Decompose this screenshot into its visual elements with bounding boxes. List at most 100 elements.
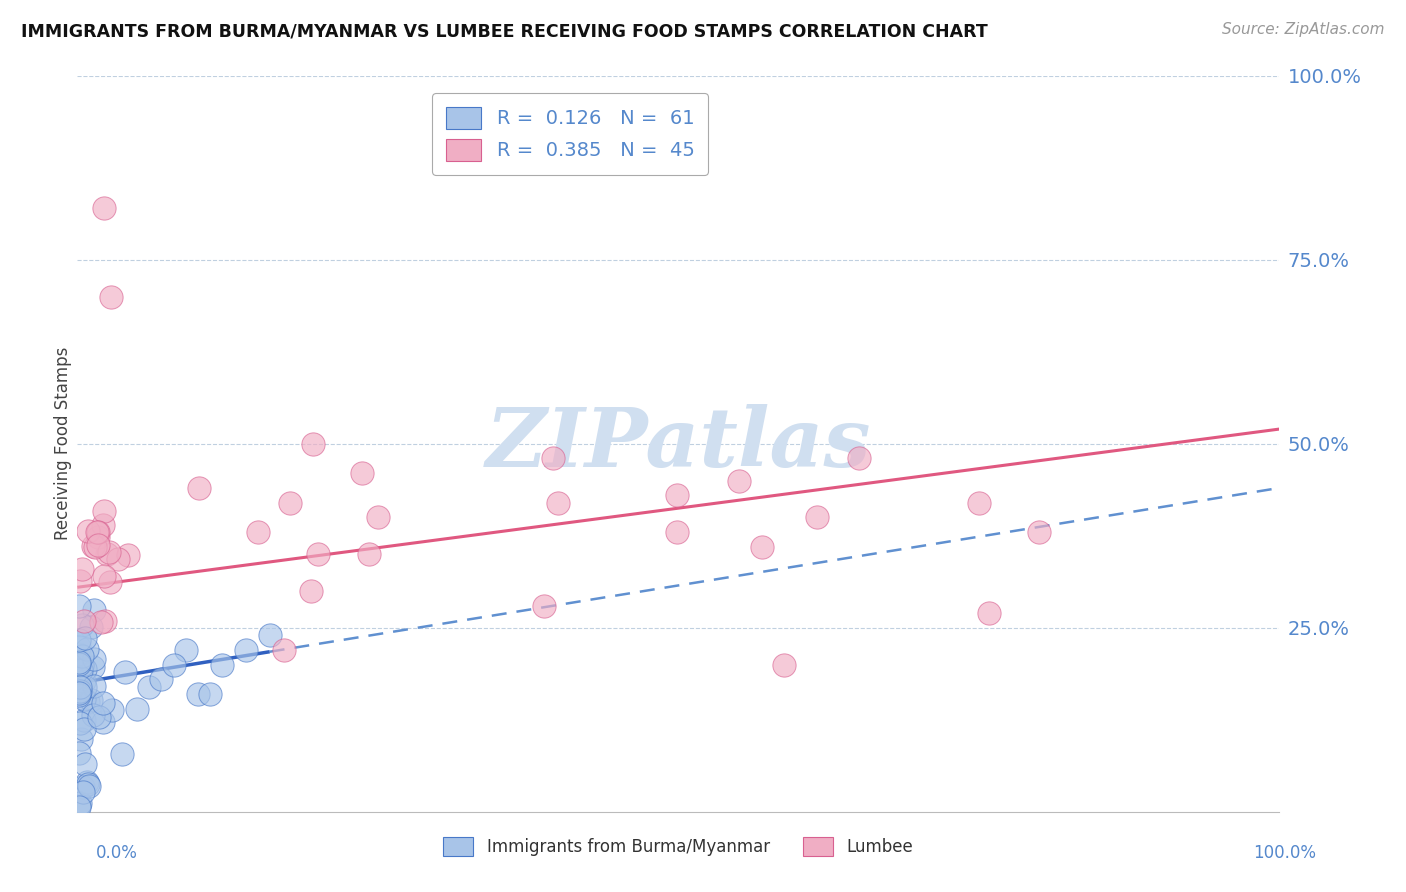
Point	[77, 779, 100, 793]
Text: 0.0%: 0.0%	[96, 844, 138, 862]
Point	[67, 689, 90, 703]
Point	[93, 569, 115, 583]
Point	[350, 466, 373, 480]
Point	[67, 599, 90, 613]
Point	[67, 684, 90, 698]
Point	[72, 648, 94, 663]
Point	[87, 538, 110, 552]
Point	[211, 657, 233, 672]
Point	[73, 692, 96, 706]
Point	[186, 687, 209, 701]
Point	[80, 620, 103, 634]
Point	[69, 732, 91, 747]
Point	[773, 657, 796, 672]
Point	[666, 524, 689, 539]
Point	[83, 540, 105, 554]
Point	[83, 651, 105, 665]
Point	[69, 715, 91, 730]
Point	[82, 708, 104, 723]
Point	[541, 451, 564, 466]
Point	[967, 496, 990, 510]
Point	[72, 722, 94, 736]
Point	[162, 657, 184, 672]
Point	[72, 785, 94, 799]
Point	[114, 665, 136, 679]
Point	[367, 510, 389, 524]
Point	[94, 615, 117, 629]
Point	[75, 662, 97, 676]
Point	[150, 673, 173, 687]
Point	[83, 603, 105, 617]
Point	[307, 547, 329, 561]
Point	[848, 451, 870, 466]
Text: ZIPatlas: ZIPatlas	[485, 404, 872, 483]
Point	[69, 684, 91, 698]
Point	[273, 642, 295, 657]
Point	[77, 777, 100, 791]
Point	[174, 642, 197, 657]
Point	[89, 710, 111, 724]
Text: IMMIGRANTS FROM BURMA/MYANMAR VS LUMBEE RECEIVING FOOD STAMPS CORRELATION CHART: IMMIGRANTS FROM BURMA/MYANMAR VS LUMBEE …	[21, 22, 988, 40]
Point	[69, 681, 91, 695]
Point	[70, 562, 93, 576]
Point	[77, 695, 100, 709]
Legend: Immigrants from Burma/Myanmar, Lumbee: Immigrants from Burma/Myanmar, Lumbee	[433, 827, 924, 866]
Point	[75, 680, 97, 694]
Point	[73, 674, 96, 689]
Point	[67, 686, 90, 700]
Point	[93, 202, 115, 216]
Point	[72, 614, 94, 628]
Point	[76, 775, 98, 789]
Point	[259, 628, 281, 642]
Point	[91, 715, 114, 730]
Point	[69, 685, 91, 699]
Point	[72, 780, 94, 795]
Point	[302, 436, 325, 450]
Point	[90, 615, 112, 629]
Point	[69, 800, 91, 814]
Point	[69, 574, 91, 589]
Point	[806, 510, 828, 524]
Point	[299, 584, 322, 599]
Point	[83, 679, 105, 693]
Point	[1028, 524, 1050, 539]
Point	[188, 481, 211, 495]
Point	[87, 530, 110, 544]
Point	[246, 524, 269, 539]
Point	[70, 617, 93, 632]
Point	[79, 693, 101, 707]
Point	[359, 547, 381, 561]
Point	[107, 552, 129, 566]
Point	[91, 517, 114, 532]
Point	[69, 796, 91, 810]
Point	[70, 657, 93, 672]
Text: Source: ZipAtlas.com: Source: ZipAtlas.com	[1222, 22, 1385, 37]
Point	[67, 663, 90, 677]
Text: 100.0%: 100.0%	[1253, 844, 1316, 862]
Point	[666, 488, 689, 502]
Point	[67, 633, 90, 648]
Point	[67, 746, 90, 760]
Point	[73, 757, 96, 772]
Point	[87, 524, 110, 539]
Point	[93, 504, 115, 518]
Point	[77, 524, 100, 539]
Point	[138, 680, 160, 694]
Point	[69, 664, 91, 678]
Point	[67, 798, 90, 813]
Point	[198, 687, 221, 701]
Point	[86, 525, 108, 540]
Point	[82, 539, 104, 553]
Point	[67, 657, 90, 672]
Point	[67, 640, 90, 654]
Point	[117, 548, 139, 562]
Point	[101, 703, 124, 717]
Point	[82, 660, 104, 674]
Point	[751, 540, 773, 554]
Point	[98, 545, 121, 559]
Point	[127, 701, 149, 715]
Point	[73, 713, 96, 727]
Point	[67, 656, 90, 670]
Point	[98, 575, 121, 590]
Point	[111, 747, 134, 761]
